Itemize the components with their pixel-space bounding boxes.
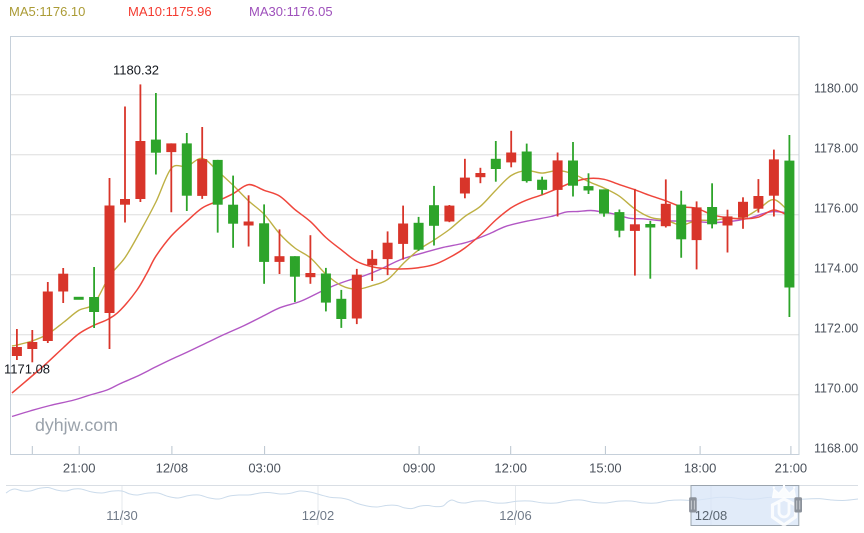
svg-text:21:00: 21:00 [63,461,96,476]
svg-text:1178.00: 1178.00 [814,142,858,156]
svg-text:MA5:1176.10: MA5:1176.10 [9,4,85,19]
svg-text:12/02: 12/02 [302,508,335,523]
svg-text:12:00: 12:00 [494,461,527,476]
svg-text:1171.08: 1171.08 [4,362,50,377]
svg-text:18:00: 18:00 [684,461,717,476]
svg-text:12/08: 12/08 [695,508,728,523]
svg-text:1180.00: 1180.00 [814,82,858,96]
svg-text:1180.32: 1180.32 [113,63,159,78]
svg-text:1176.00: 1176.00 [814,202,858,216]
svg-text:09:00: 09:00 [403,461,436,476]
svg-text:1168.00: 1168.00 [814,442,858,456]
svg-text:1170.00: 1170.00 [814,382,858,396]
svg-text:21:00: 21:00 [775,461,808,476]
svg-text:MA10:1175.96: MA10:1175.96 [128,4,212,19]
svg-text:MA30:1176.05: MA30:1176.05 [249,4,333,19]
svg-text:11/30: 11/30 [106,508,138,523]
svg-text:15:00: 15:00 [589,461,622,476]
svg-text:12/08: 12/08 [156,461,189,476]
svg-text:12/06: 12/06 [499,508,532,523]
svg-text:dyhjw.com: dyhjw.com [35,415,118,435]
svg-text:1174.00: 1174.00 [814,262,858,276]
svg-text:03:00: 03:00 [248,461,281,476]
svg-text:1172.00: 1172.00 [814,322,858,336]
